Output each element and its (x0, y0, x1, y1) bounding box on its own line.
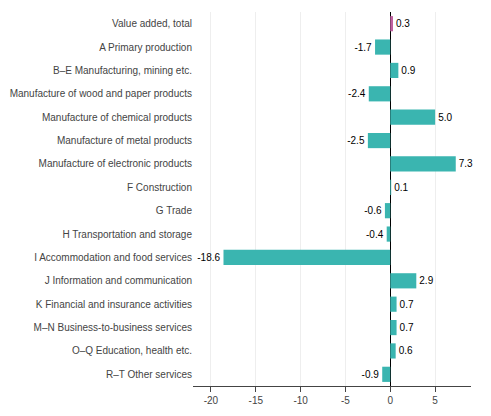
svg-text:Manufacture of electronic prod: Manufacture of electronic products (39, 158, 192, 169)
svg-text:0.6: 0.6 (399, 345, 413, 356)
svg-text:Manufacture of metal products: Manufacture of metal products (57, 135, 192, 146)
svg-text:-18.6: -18.6 (197, 252, 220, 263)
svg-text:F Construction: F Construction (127, 182, 192, 193)
svg-text:Value added, total: Value added, total (112, 18, 192, 29)
svg-text:K Financial and insurance acti: K Financial and insurance activities (36, 299, 192, 310)
svg-text:H Transportation and storage: H Transportation and storage (62, 229, 192, 240)
svg-text:-10: -10 (293, 395, 308, 406)
svg-text:2.9: 2.9 (419, 275, 433, 286)
svg-text:-20: -20 (204, 395, 219, 406)
svg-text:5.0: 5.0 (438, 112, 452, 123)
svg-text:-5: -5 (341, 395, 350, 406)
svg-text:-1.7: -1.7 (354, 42, 372, 53)
svg-text:-15: -15 (249, 395, 264, 406)
svg-text:R–T Other services: R–T Other services (106, 369, 192, 380)
svg-text:0.7: 0.7 (400, 322, 414, 333)
svg-text:-2.5: -2.5 (347, 135, 365, 146)
svg-text:Manufacture of chemical produc: Manufacture of chemical products (42, 112, 192, 123)
svg-text:5: 5 (432, 395, 438, 406)
svg-text:-0.9: -0.9 (362, 369, 380, 380)
svg-text:J Information and communicatio: J Information and communication (45, 275, 192, 286)
svg-text:-0.4: -0.4 (366, 229, 384, 240)
svg-text:B–E Manufacturing, mining etc.: B–E Manufacturing, mining etc. (53, 65, 192, 76)
svg-text:0.3: 0.3 (396, 18, 410, 29)
svg-text:A Primary production: A Primary production (99, 42, 192, 53)
svg-text:0.9: 0.9 (401, 65, 415, 76)
svg-text:I Accommodation and food servi: I Accommodation and food services (34, 252, 192, 263)
svg-text:7.3: 7.3 (459, 158, 473, 169)
svg-text:0.1: 0.1 (394, 182, 408, 193)
svg-text:-2.4: -2.4 (348, 88, 366, 99)
svg-text:M–N Business-to-business servi: M–N Business-to-business services (34, 322, 192, 333)
svg-text:G Trade: G Trade (156, 205, 193, 216)
svg-text:0.7: 0.7 (400, 299, 414, 310)
svg-text:-0.6: -0.6 (364, 205, 382, 216)
svg-text:0: 0 (388, 395, 394, 406)
svg-text:Manufacture of wood and paper: Manufacture of wood and paper products (10, 88, 192, 99)
svg-text:O–Q Education, health etc.: O–Q Education, health etc. (72, 345, 192, 356)
